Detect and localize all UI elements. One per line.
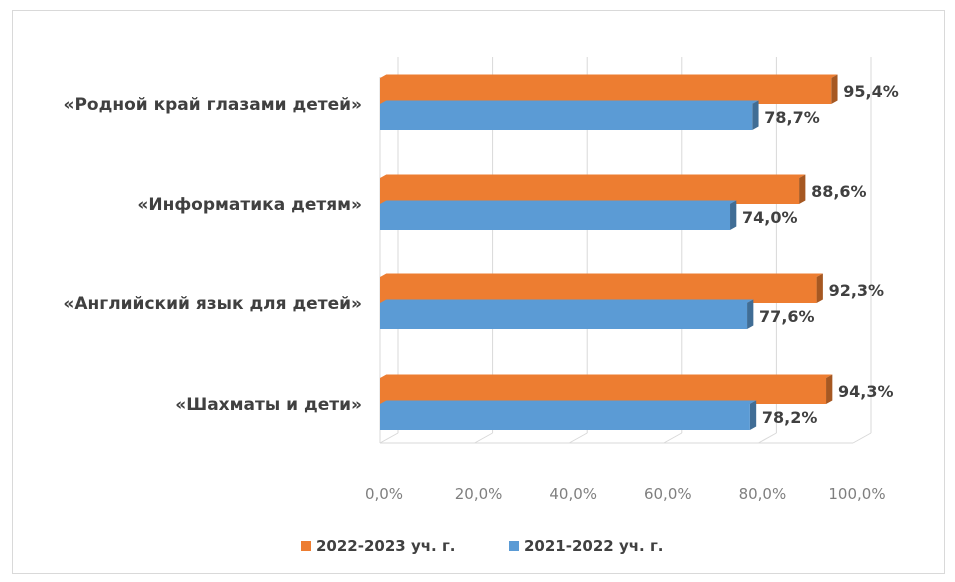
bar-0-2: [380, 277, 817, 303]
gridline-floor-5: [852, 432, 872, 444]
bar-top-0-2: [380, 273, 823, 277]
bar-top-0-3: [380, 374, 833, 378]
bar-top-0-0: [380, 74, 838, 78]
gridline-floor-3: [663, 432, 683, 444]
x-tick-label-3: 60,0%: [644, 485, 692, 503]
data-label-1-0: 78,7%: [764, 108, 820, 127]
bar-side-0-0: [831, 74, 838, 104]
bar-side-1-1: [730, 200, 737, 230]
x-tick-label-1: 20,0%: [455, 485, 503, 503]
data-label-0-0: 95,4%: [843, 82, 899, 101]
bar-0-3: [380, 378, 827, 404]
data-label-1-3: 78,2%: [762, 408, 818, 427]
gridline-floor-2: [568, 432, 588, 444]
category-label-2: «Английский язык для детей»: [63, 294, 362, 314]
bar-top-1-2: [380, 299, 754, 303]
bar-top-1-0: [380, 100, 759, 104]
bar-1-1: [380, 204, 731, 230]
x-tick-label-0: 0,0%: [365, 485, 403, 503]
category-label-1: «Информатика детям»: [137, 195, 362, 215]
legend-label-0: 2022-2023 уч. г.: [316, 537, 455, 555]
bar-1-0: [380, 104, 753, 130]
category-label-0: «Родной край глазами детей»: [63, 95, 362, 115]
gridline-floor-1: [474, 432, 493, 444]
bar-1-3: [380, 404, 750, 430]
x-tick-label-2: 40,0%: [549, 485, 597, 503]
bar-1-2: [380, 303, 748, 329]
gridline-floor-4: [758, 432, 777, 444]
bar-side-0-3: [826, 374, 833, 404]
data-label-0-1: 88,6%: [811, 182, 867, 201]
data-label-0-2: 92,3%: [829, 281, 885, 300]
category-label-3: «Шахматы и дети»: [175, 395, 362, 415]
bar-side-1-0: [752, 100, 759, 130]
legend-swatch-1: [509, 541, 519, 551]
legend-label-1: 2021-2022 уч. г.: [524, 537, 663, 555]
bar-top-0-1: [380, 174, 806, 178]
bar-chart: 95,4% 78,7% «Родной край глазами детей» 88,…: [63, 57, 899, 555]
gridline-floor-0: [379, 432, 399, 444]
bar-side-0-1: [799, 174, 806, 204]
bar-side-1-2: [747, 299, 754, 329]
x-tick-label-5: 100,0%: [828, 485, 885, 503]
data-label-1-1: 74,0%: [742, 208, 798, 227]
bar-side-1-3: [749, 400, 757, 430]
bar-side-0-2: [816, 273, 823, 303]
bar-0-1: [380, 178, 800, 204]
legend-swatch-0: [301, 541, 311, 551]
bar-top-1-1: [380, 200, 737, 204]
chart-frame: 95,4% 78,7% «Родной край глазами детей» 88,…: [12, 10, 945, 574]
bar-0-0: [380, 78, 832, 104]
x-tick-label-4: 80,0%: [739, 485, 787, 503]
bar-top-1-3: [380, 400, 757, 404]
data-label-0-3: 94,3%: [838, 382, 894, 401]
data-label-1-2: 77,6%: [759, 307, 815, 326]
